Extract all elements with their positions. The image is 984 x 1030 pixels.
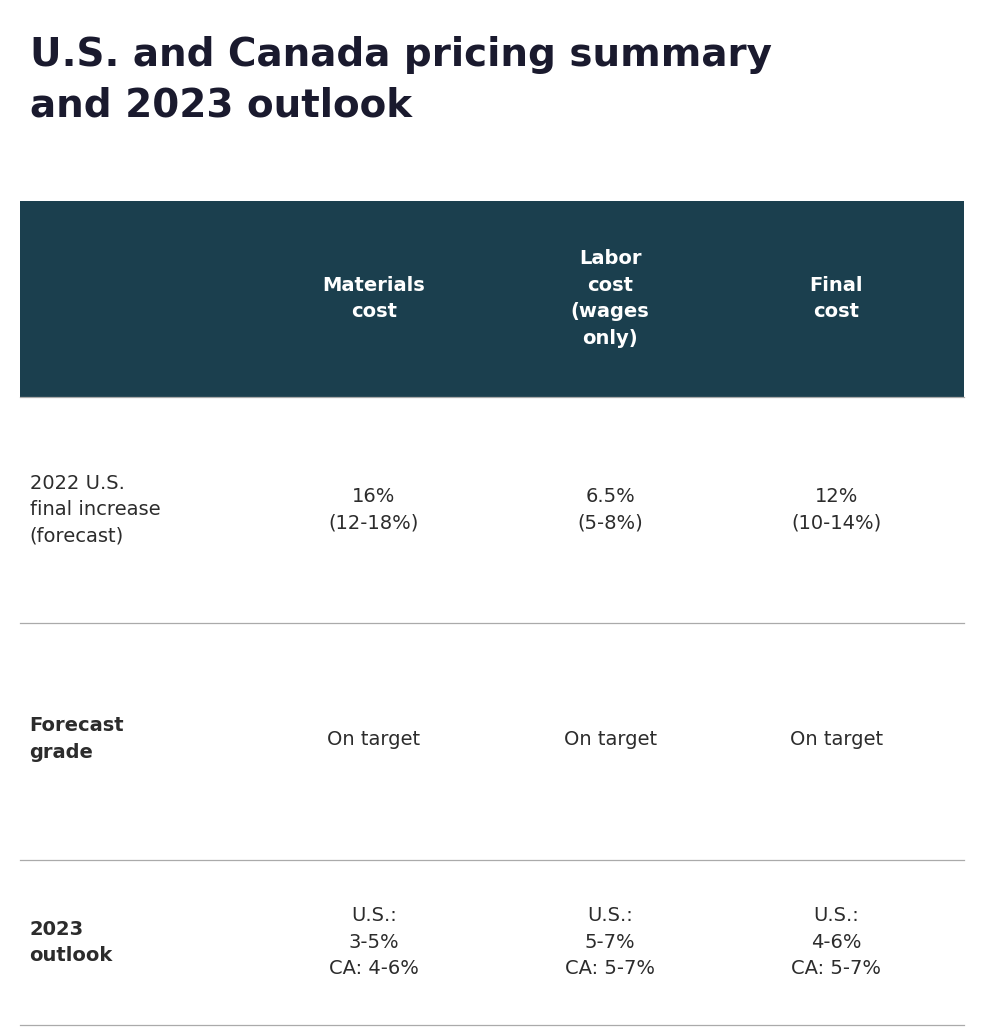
Text: On target: On target	[564, 729, 656, 749]
Text: On target: On target	[790, 729, 883, 749]
Text: 12%
(10-14%): 12% (10-14%)	[791, 487, 882, 533]
Text: 16%
(12-18%): 16% (12-18%)	[329, 487, 419, 533]
FancyBboxPatch shape	[20, 201, 964, 397]
Text: On target: On target	[328, 729, 420, 749]
Text: Final
cost: Final cost	[810, 276, 863, 321]
Text: 2023
outlook: 2023 outlook	[30, 920, 113, 965]
Text: Materials
cost: Materials cost	[323, 276, 425, 321]
Text: U.S. and Canada pricing summary
and 2023 outlook: U.S. and Canada pricing summary and 2023…	[30, 36, 771, 124]
Text: U.S.:
4-6%
CA: 5-7%: U.S.: 4-6% CA: 5-7%	[791, 906, 882, 978]
Text: 2022 U.S.
final increase
(forecast): 2022 U.S. final increase (forecast)	[30, 474, 160, 546]
Text: U.S.:
5-7%
CA: 5-7%: U.S.: 5-7% CA: 5-7%	[565, 906, 655, 978]
Text: Labor
cost
(wages
only): Labor cost (wages only)	[571, 249, 649, 348]
Text: U.S.:
3-5%
CA: 4-6%: U.S.: 3-5% CA: 4-6%	[329, 906, 419, 978]
Text: 6.5%
(5-8%): 6.5% (5-8%)	[578, 487, 643, 533]
Text: Forecast
grade: Forecast grade	[30, 716, 124, 762]
